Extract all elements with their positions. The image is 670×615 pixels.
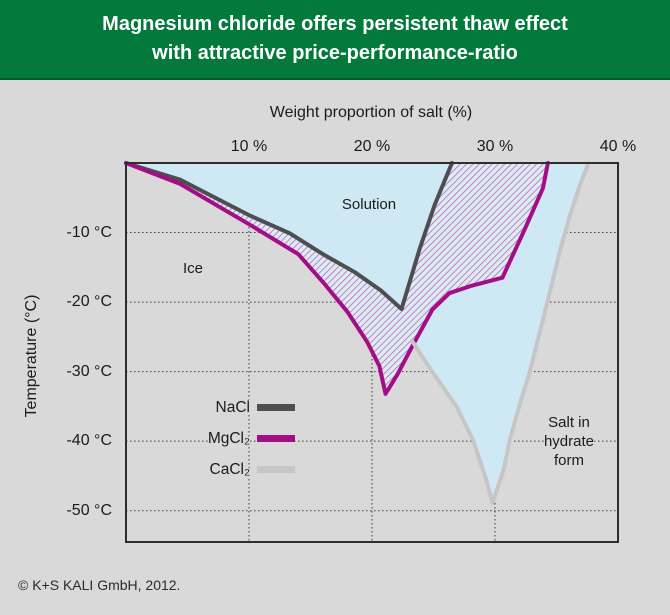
legend-swatch-mgcl2 <box>257 435 295 442</box>
region-label-salt-hydrate: Salt in hydrate form <box>543 414 595 469</box>
y-tick-label--50: -50 °C <box>66 501 112 519</box>
header-banner: Magnesium chloride offers persistent tha… <box>0 0 670 80</box>
x-tick-label-40: 40 % <box>599 138 637 155</box>
header-title-line2: with attractive price-performance-ratio <box>152 42 518 64</box>
plot-frame <box>125 162 619 543</box>
legend-row-nacl: NaCl <box>150 392 310 423</box>
x-tick-label-20: 20 % <box>353 138 391 155</box>
legend-row-cacl2: CaCl₂ <box>150 454 310 485</box>
y-tick-label--10: -10 °C <box>66 223 112 241</box>
region-mgcl2-advantage-hatch <box>126 163 548 394</box>
header-title-line1: Magnesium chloride offers persistent tha… <box>102 13 568 35</box>
region-label-solution: Solution <box>341 196 397 213</box>
legend: NaCl MgCl₂ CaCl₂ <box>150 392 310 485</box>
legend-swatch-nacl <box>257 404 295 411</box>
legend-label-nacl: NaCl <box>215 398 250 416</box>
legend-label-cacl2: CaCl₂ <box>209 460 250 478</box>
curve-mgcl2 <box>124 161 550 396</box>
region-label-ice: Ice <box>182 260 203 277</box>
x-axis-title: Weight proportion of salt (%) <box>269 104 473 121</box>
liquidus-curves <box>124 161 591 506</box>
x-tick-label-30: 30 % <box>476 138 514 155</box>
curve-nacl <box>124 161 454 312</box>
region-solution-right <box>412 163 589 504</box>
legend-label-mgcl2: MgCl₂ <box>207 429 250 447</box>
curve-cacl2 <box>410 161 591 506</box>
x-tick-label-10: 10 % <box>230 138 268 155</box>
y-tick-label--40: -40 °C <box>66 432 112 450</box>
y-tick-label--20: -20 °C <box>66 293 112 311</box>
y-tick-label--30: -30 °C <box>66 362 112 380</box>
region-solution-left <box>126 163 452 310</box>
legend-row-mgcl2: MgCl₂ <box>150 423 310 454</box>
phase-regions <box>126 163 589 504</box>
legend-swatch-cacl2 <box>257 466 295 473</box>
y-axis-title: Temperature (°C) <box>23 294 40 418</box>
copyright-note: © K+S KALI GmbH, 2012. <box>18 577 181 593</box>
